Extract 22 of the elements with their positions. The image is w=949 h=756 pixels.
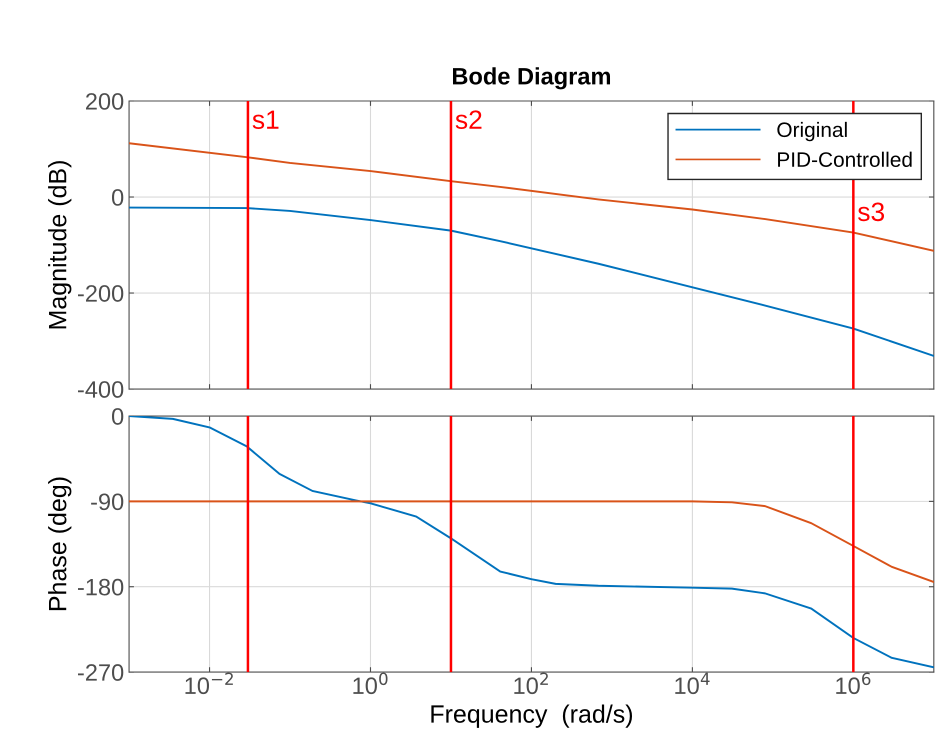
y-tick-label: -200 xyxy=(78,285,124,302)
y-axis-title: Phase (deg) xyxy=(48,478,72,610)
legend-label: PID-Controlled xyxy=(778,152,912,167)
legend-label: Original xyxy=(777,122,847,142)
y-tick-label: 0 xyxy=(112,189,124,206)
x-axis-title: Frequency (rad/s) xyxy=(431,704,632,728)
ref-line-label: s3 xyxy=(858,202,884,222)
chart-title: Bode Diagram xyxy=(452,67,610,90)
y-axis-title: Magnitude (dB) xyxy=(48,161,72,328)
y-tick-label: -180 xyxy=(78,578,124,596)
y-tick-label: 200 xyxy=(86,93,124,110)
y-tick-label: -400 xyxy=(78,381,124,398)
ref-line-label: s2 xyxy=(456,110,482,130)
y-tick-label: -90 xyxy=(91,493,124,510)
x-tick-label: 10$^{0}$ xyxy=(353,672,388,694)
x-tick-label: 10$^{4}$ xyxy=(675,672,710,694)
x-tick-label: 10$^{−2}$ xyxy=(185,672,233,694)
ref-line-label: s1 xyxy=(252,110,278,130)
y-tick-label: 0 xyxy=(112,408,124,425)
x-tick-label: 10$^{2}$ xyxy=(514,672,548,694)
y-tick-label: -270 xyxy=(78,664,124,681)
x-tick-label: 10$^{6}$ xyxy=(836,672,870,694)
